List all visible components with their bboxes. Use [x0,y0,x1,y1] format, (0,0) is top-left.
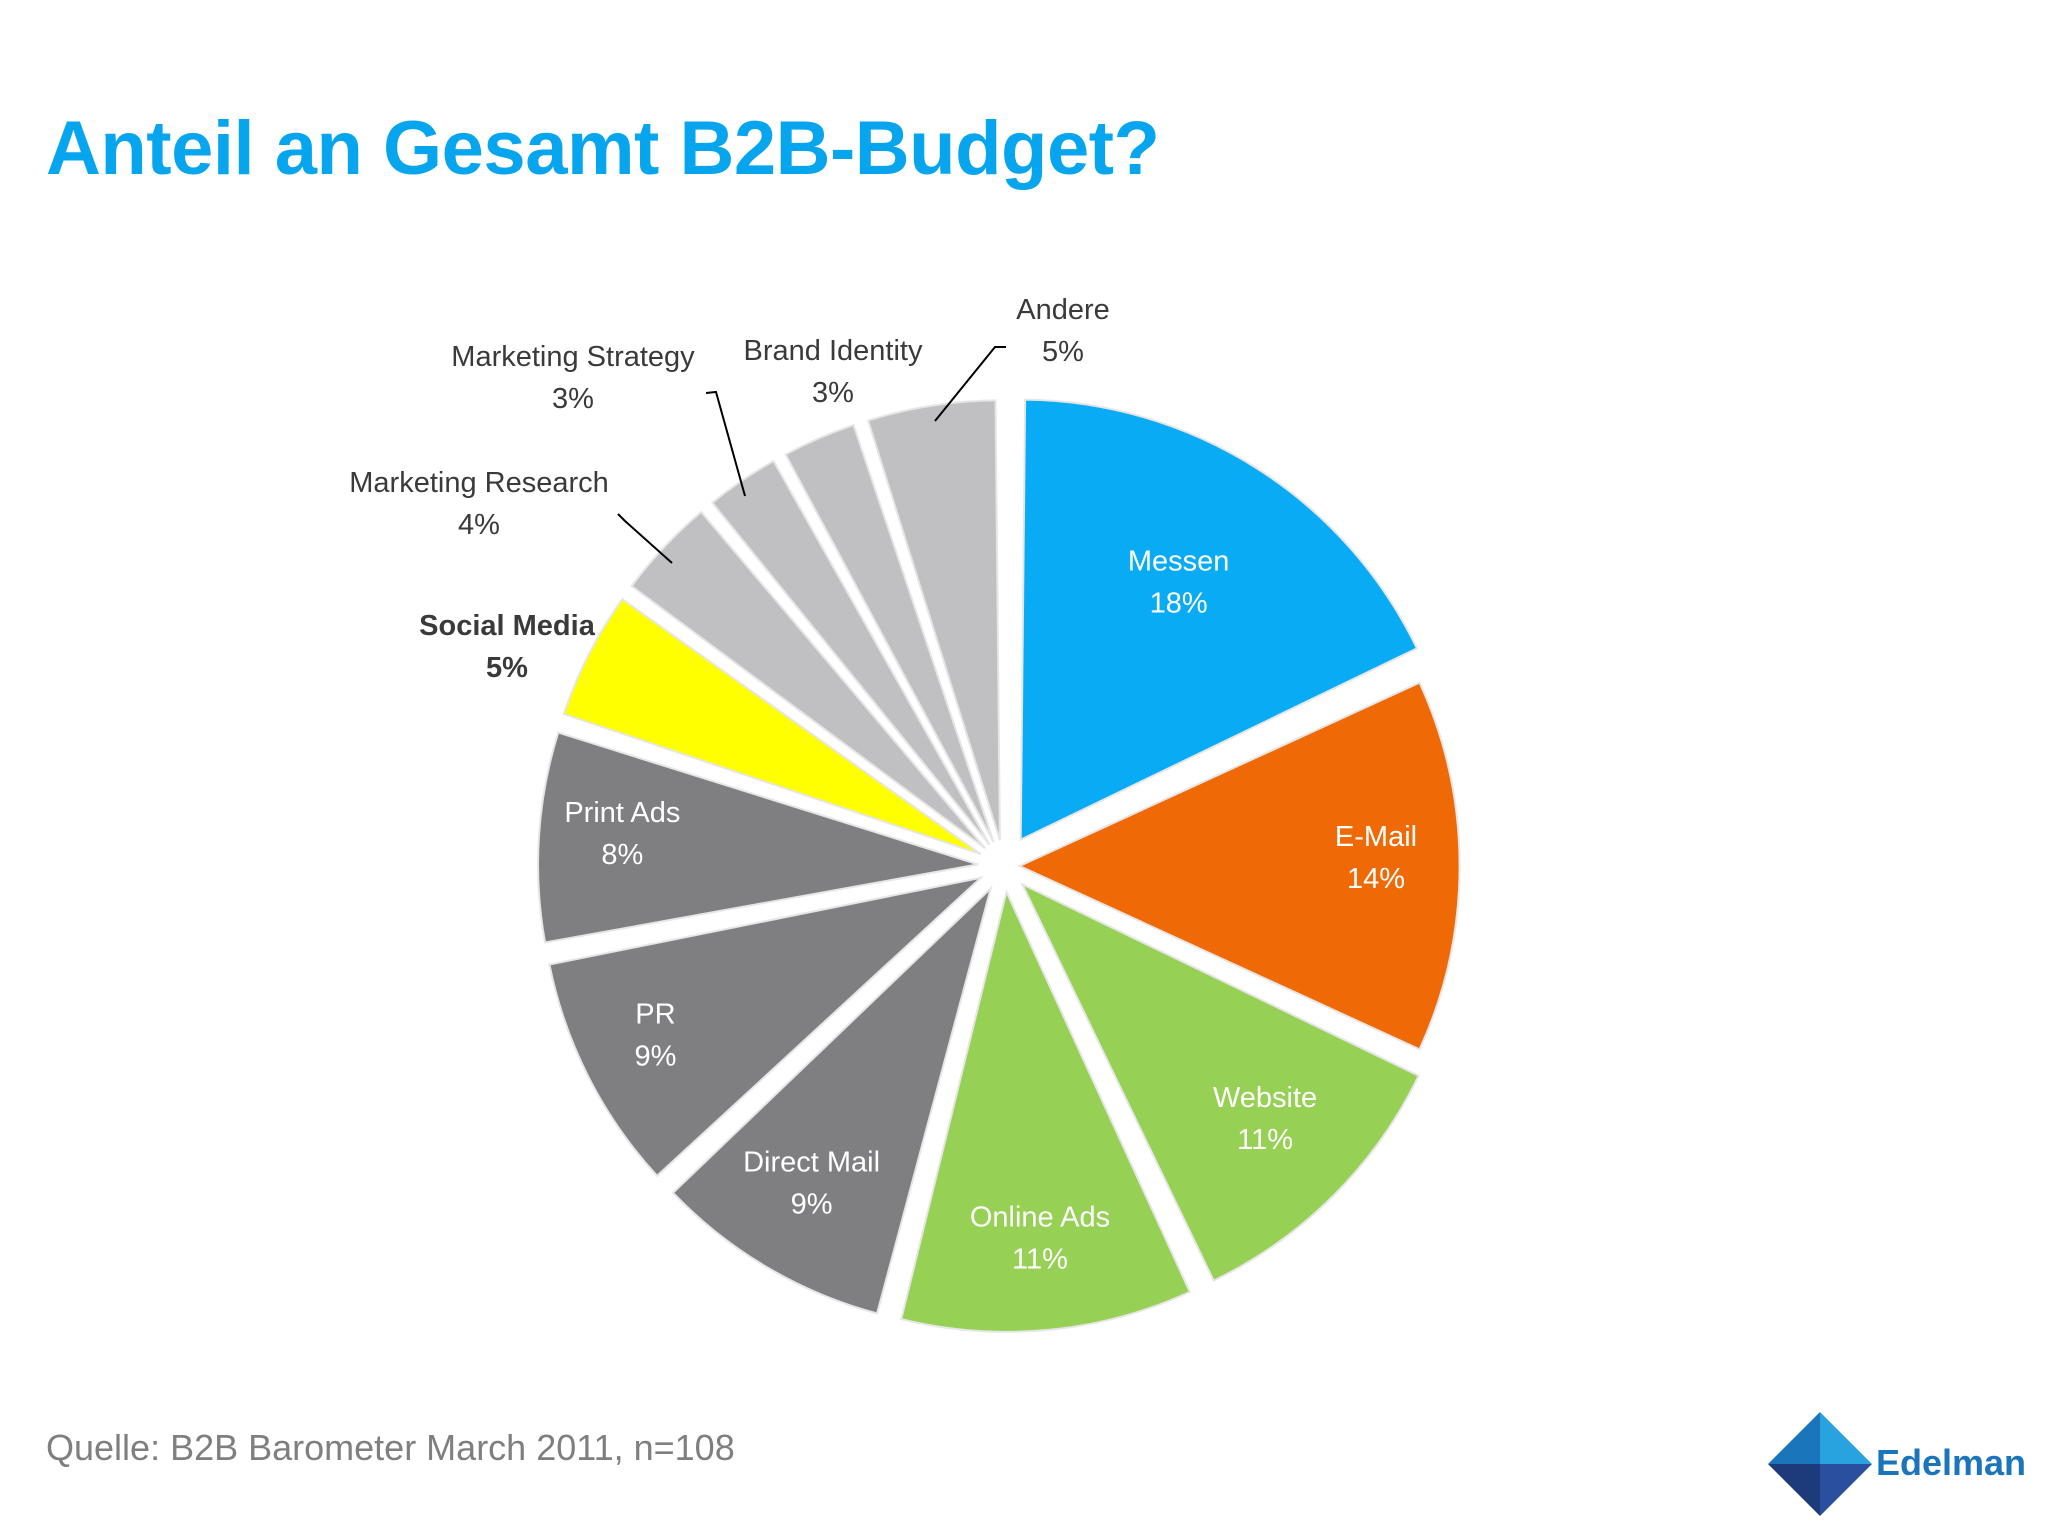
slice-label-marketing-research: Marketing Research 4% [349,467,609,541]
slice-label-name: Website [1213,1082,1317,1114]
slice-label-marketing-strategy: Marketing Strategy 3% [451,341,695,415]
slice-label-name: Social Media [419,610,596,642]
leader-line-andere [934,346,1006,422]
slice-label-value: 9% [791,1188,833,1220]
pie-slices [537,398,1461,1333]
slice-label-print-ads: Print Ads 8% [564,797,680,871]
pie-slice-brand-identity [784,423,995,843]
slice-label-name: Online Ads [970,1202,1110,1234]
pie-slice-website [1020,882,1420,1282]
slice-label-name: Brand Identity [744,335,923,367]
slice-label-name: Messen [1128,546,1230,578]
pie-slice-marketing-strategy [710,459,991,846]
pie-chart: Messen 18% E-Mail 14% Website 11% Online Ads 11… [349,294,1461,1333]
pie-slice-print-ads [537,731,979,944]
leader-line-marketing-research [617,513,673,564]
slice-label-name: PR [635,999,675,1031]
edelman-logo: Edelman [1768,1412,2026,1516]
slice-label-e-mail: E-Mail 14% [1335,821,1417,895]
pie-slice-andere [866,399,1001,841]
pie-slice-e-mail [1017,681,1461,1051]
pie-slice-social-media [562,597,982,856]
slice-label-value: 4% [458,509,500,541]
leader-lines [617,346,1006,564]
slice-label-name: E-Mail [1335,821,1417,853]
slice-label-value: 5% [486,652,528,684]
pie-slice-marketing-research [630,510,986,850]
slice-label-messen: Messen 18% [1128,546,1230,620]
pie-slice-messen [1019,398,1419,842]
slice-label-name: Andere [1016,294,1110,326]
slice-labels: Messen 18% E-Mail 14% Website 11% Online Ads 11… [349,294,1417,1276]
slice-label-social-media: Social Media 5% [419,610,596,684]
slice-label-value: 11% [1012,1244,1068,1276]
pie-slice-direct-mail [671,885,993,1315]
slice-label-online-ads: Online Ads 11% [970,1202,1110,1276]
slice-label-brand-identity: Brand Identity 3% [744,335,923,409]
source-note: Quelle: B2B Barometer March 2011, n=108 [46,1427,735,1468]
slice-label-value: 18% [1150,588,1208,620]
slice-label-name: Marketing Research [349,467,609,499]
slice-label-pr: PR 9% [634,999,676,1073]
leader-line-marketing-strategy [705,390,746,497]
slice-label-value: 9% [634,1041,676,1073]
page-title: Anteil an Gesamt B2B-Budget? [46,106,1160,191]
pie-slice-pr [548,876,985,1178]
slice-label-value: 3% [812,377,854,409]
edelman-logo-mark-icon [1768,1412,1872,1516]
slice-label-value: 3% [552,383,594,415]
slice-label-value: 11% [1237,1124,1293,1156]
slice-label-name: Direct Mail [743,1146,880,1178]
edelman-logo-text: Edelman [1876,1442,2027,1483]
pie-slice-online-ads [900,888,1192,1333]
slice-label-andere: Andere 5% [1016,294,1110,368]
slice-label-direct-mail: Direct Mail 9% [743,1146,880,1220]
slice-label-value: 5% [1042,336,1084,368]
slice-label-value: 14% [1347,863,1405,895]
slice-label-website: Website 11% [1213,1082,1317,1156]
slice-label-value: 8% [601,839,643,871]
slice-label-name: Marketing Strategy [451,341,695,373]
slice-label-name: Print Ads [564,797,680,829]
